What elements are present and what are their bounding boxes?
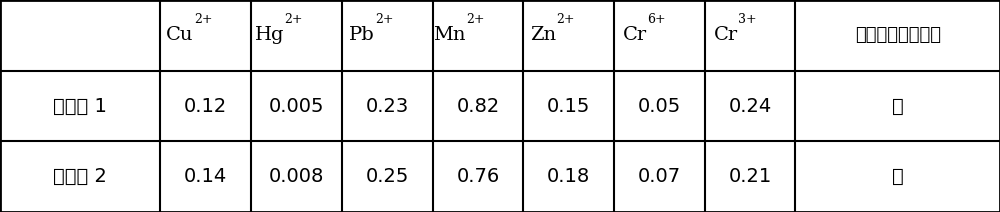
Text: Cr: Cr [623,26,647,44]
Text: 是: 是 [892,96,904,116]
Text: 0.05: 0.05 [638,96,681,116]
Text: Cu: Cu [166,26,194,44]
Text: 0.005: 0.005 [269,96,324,116]
Text: 是: 是 [892,167,904,186]
Text: 0.12: 0.12 [184,96,227,116]
Text: 实施例 1: 实施例 1 [53,96,107,116]
Text: Hg: Hg [255,26,284,44]
Text: 6+: 6+ [647,13,666,26]
Text: 0.008: 0.008 [269,167,324,186]
Text: 0.76: 0.76 [456,167,500,186]
Text: 0.15: 0.15 [547,96,590,116]
Text: 2+: 2+ [466,13,484,26]
Text: 0.14: 0.14 [184,167,227,186]
Text: 实施例 2: 实施例 2 [53,167,107,186]
Text: Cr: Cr [714,26,738,44]
Text: Pb: Pb [349,26,375,44]
Text: Zn: Zn [530,26,557,44]
Text: 2+: 2+ [557,13,575,26]
Text: 0.25: 0.25 [365,167,409,186]
Text: 2+: 2+ [375,13,394,26]
Text: 0.21: 0.21 [728,167,772,186]
Text: 是否达到排放标准: 是否达到排放标准 [855,26,941,44]
Text: Mn: Mn [433,26,466,44]
Text: 0.24: 0.24 [728,96,772,116]
Text: 3+: 3+ [738,13,757,26]
Text: 0.23: 0.23 [366,96,409,116]
Text: 0.82: 0.82 [456,96,500,116]
Text: 0.07: 0.07 [638,167,681,186]
Text: 0.18: 0.18 [547,167,590,186]
Text: 2+: 2+ [194,13,212,26]
Text: 2+: 2+ [284,13,303,26]
